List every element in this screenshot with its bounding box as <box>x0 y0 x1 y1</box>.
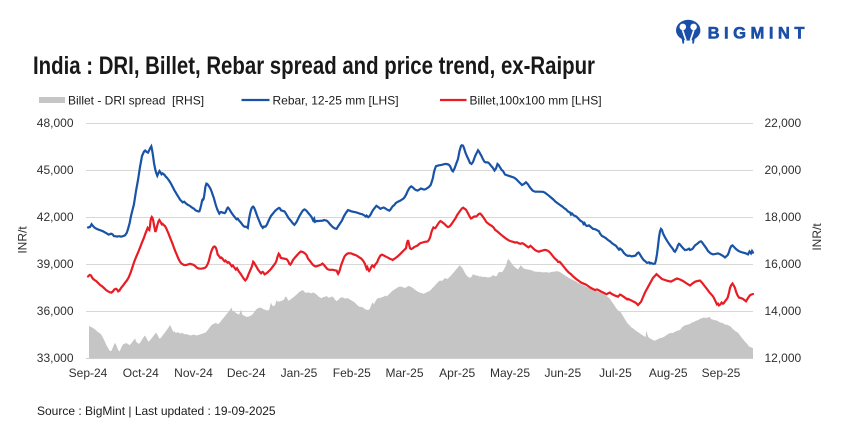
svg-text:12,000: 12,000 <box>765 351 802 365</box>
svg-text:33,000: 33,000 <box>37 351 74 365</box>
svg-text:14,000: 14,000 <box>765 304 802 318</box>
svg-text:Mar-25: Mar-25 <box>385 366 423 380</box>
svg-text:22,000: 22,000 <box>765 116 802 130</box>
svg-text:45,000: 45,000 <box>37 163 74 177</box>
svg-text:Feb-25: Feb-25 <box>333 366 371 380</box>
svg-text:42,000: 42,000 <box>37 210 74 224</box>
svg-text:48,000: 48,000 <box>37 116 74 130</box>
svg-text:Sep-25: Sep-25 <box>702 366 741 380</box>
svg-text:Billet,100x100 mm [LHS]: Billet,100x100 mm [LHS] <box>470 94 602 108</box>
svg-text:Dec-24: Dec-24 <box>227 366 266 380</box>
svg-text:Jul-25: Jul-25 <box>599 366 632 380</box>
svg-text:Nov-24: Nov-24 <box>174 366 213 380</box>
svg-text:INR/t: INR/t <box>810 223 824 251</box>
svg-text:Jan-25: Jan-25 <box>281 366 318 380</box>
svg-text:Rebar, 12-25 mm [LHS]: Rebar, 12-25 mm [LHS] <box>273 94 399 108</box>
svg-text:Oct-24: Oct-24 <box>123 366 159 380</box>
svg-text:Aug-25: Aug-25 <box>649 366 688 380</box>
svg-text:18,000: 18,000 <box>765 210 802 224</box>
svg-text:INR/t: INR/t <box>16 226 30 254</box>
svg-text:Sep-24: Sep-24 <box>69 366 108 380</box>
svg-text:India : DRI, Billet, Rebar spr: India : DRI, Billet, Rebar spread and pr… <box>33 52 595 80</box>
svg-text:May-25: May-25 <box>490 366 530 380</box>
svg-text:39,000: 39,000 <box>37 257 74 271</box>
svg-text:20,000: 20,000 <box>765 163 802 177</box>
svg-text:16,000: 16,000 <box>765 257 802 271</box>
svg-text:36,000: 36,000 <box>37 304 74 318</box>
svg-text:Billet - DRI spread [RHS]: Billet - DRI spread [RHS] <box>68 94 204 108</box>
svg-text:Source : BigMint | Last update: Source : BigMint | Last updated : 19-09-… <box>37 404 276 418</box>
svg-text:Jun-25: Jun-25 <box>544 366 581 380</box>
svg-text:Apr-25: Apr-25 <box>439 366 475 380</box>
